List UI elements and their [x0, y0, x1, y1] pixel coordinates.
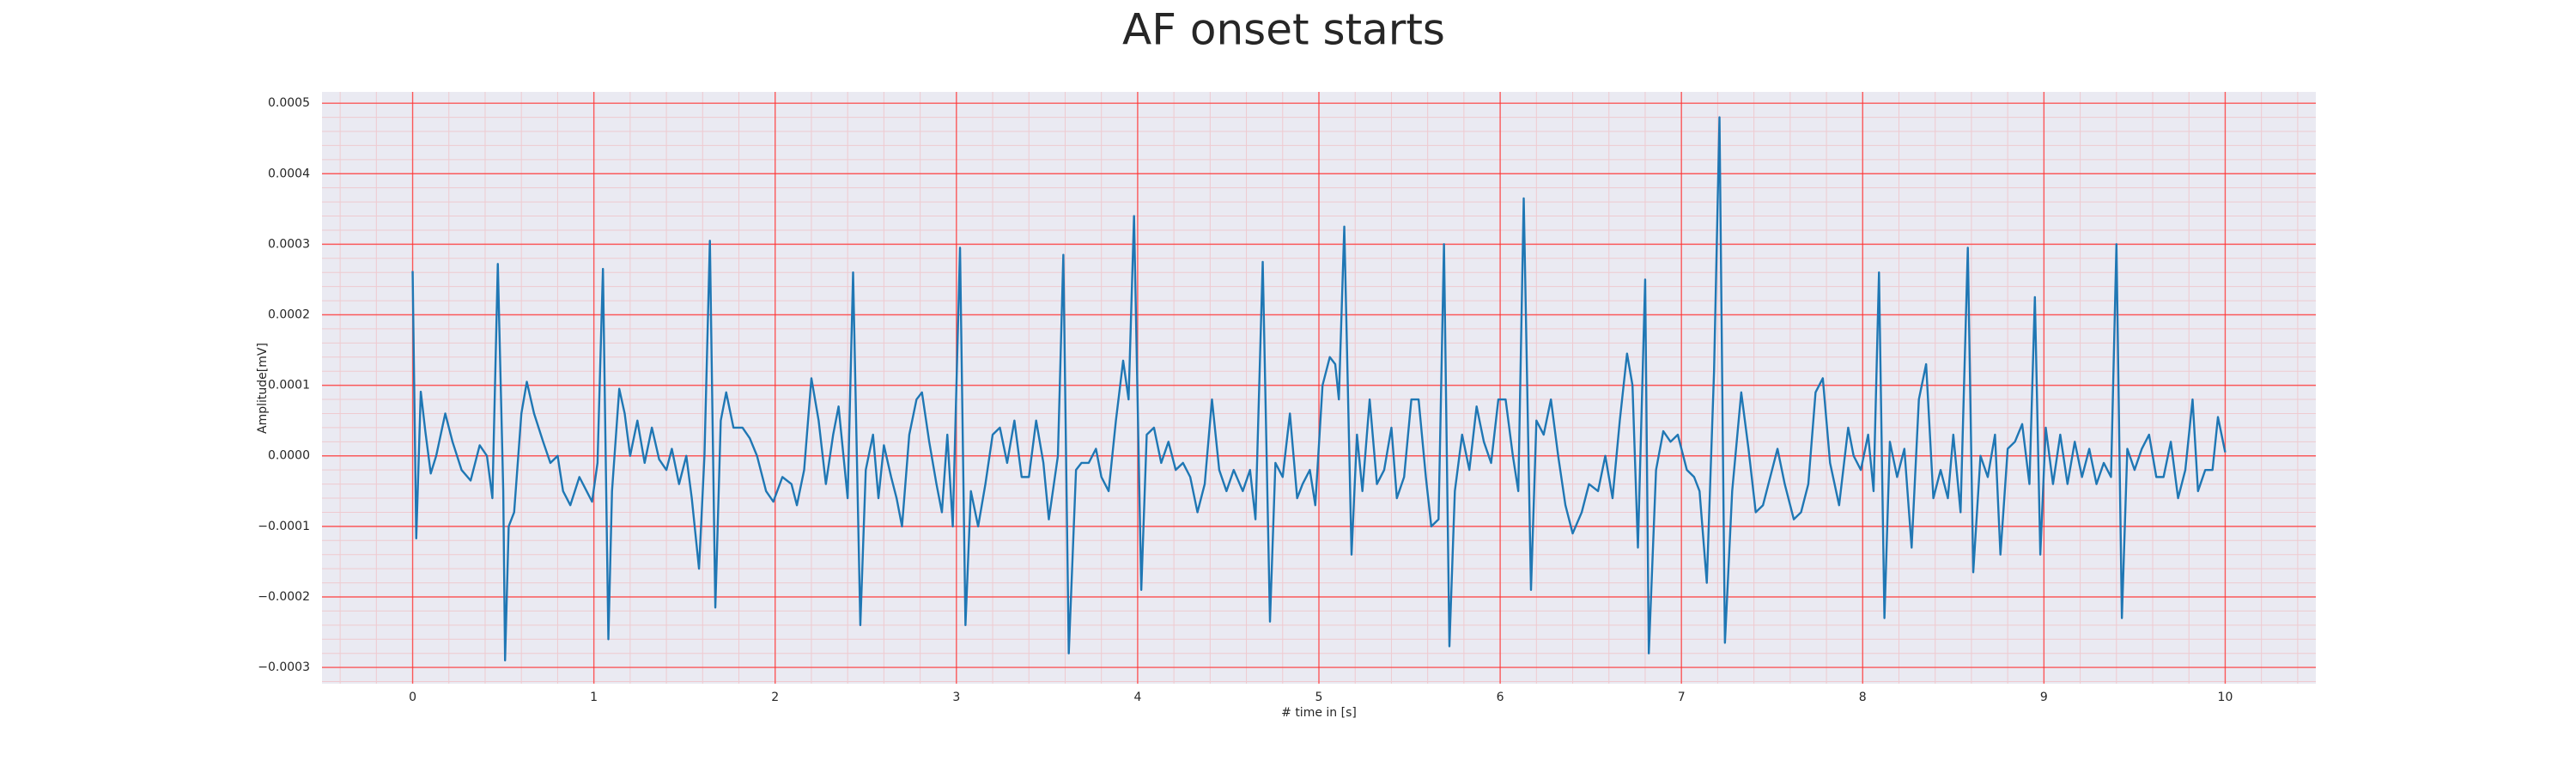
x-axis-label: # time in [s] [1281, 706, 1357, 720]
y-tick-label: 0.0004 [268, 167, 310, 180]
x-tick-label: 2 [771, 691, 779, 704]
x-tick-label: 3 [952, 691, 960, 704]
major-grid [322, 92, 2316, 684]
x-tick-label: 7 [1678, 691, 1686, 704]
x-tick-label: 1 [590, 691, 598, 704]
x-tick-label: 8 [1859, 691, 1867, 704]
x-tick-label: 9 [2040, 691, 2048, 704]
y-tick-label: 0.0005 [268, 96, 310, 110]
y-tick-label: 0.0001 [268, 379, 310, 393]
y-tick-label: −0.0003 [258, 660, 310, 674]
x-tick-label: 10 [2218, 691, 2233, 704]
x-tick-label: 4 [1133, 691, 1141, 704]
series-layer [411, 116, 2227, 662]
x-tick-label: 0 [409, 691, 416, 704]
chart-title: AF onset starts [1122, 5, 1445, 55]
y-tick-label: 0.0000 [268, 449, 310, 463]
y-tick-label: 0.0003 [268, 237, 310, 251]
y-tick-label: 0.0002 [268, 308, 310, 322]
signal-line [411, 116, 2227, 662]
y-axis-label: Amplitude[mV] [256, 343, 270, 434]
y-tick-label: −0.0002 [258, 590, 310, 604]
x-tick-label: 5 [1315, 691, 1323, 704]
y-tick-label: −0.0001 [258, 520, 310, 533]
tick-labels: 0 1 2 3 4 5 6 7 8 9 10 −0.0003 −0.0002 −0.0001 0.0000 0… [258, 96, 2233, 704]
x-tick-label: 6 [1497, 691, 1504, 704]
